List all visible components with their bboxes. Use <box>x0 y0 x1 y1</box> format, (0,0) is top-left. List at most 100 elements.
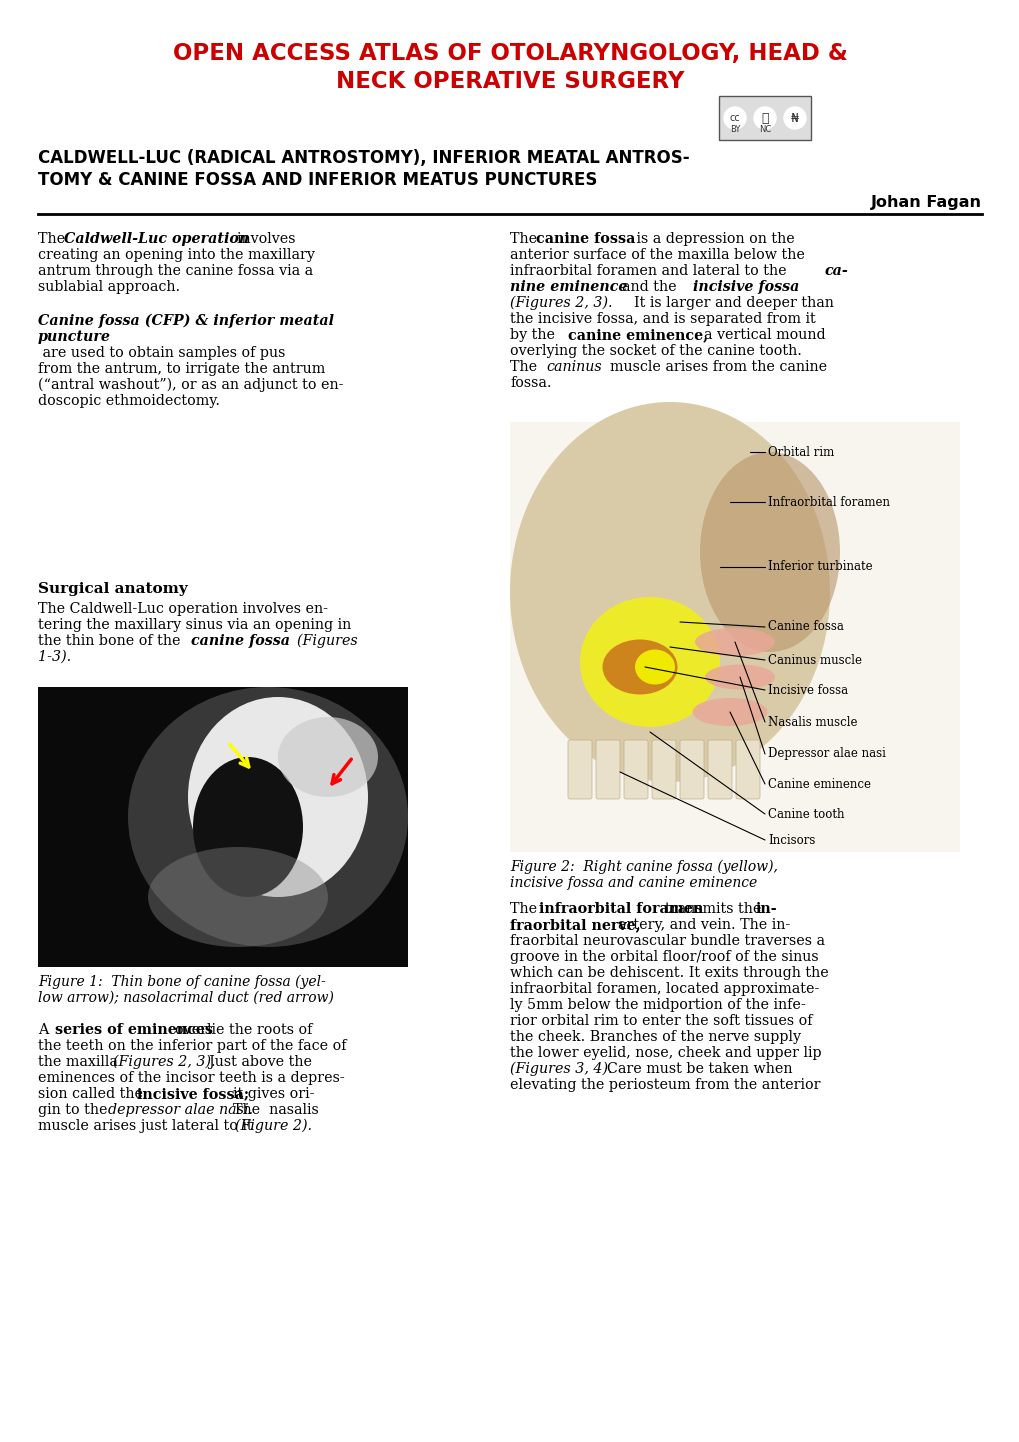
Text: Johan Fagan: Johan Fagan <box>870 195 981 211</box>
Text: elevating the periosteum from the anterior: elevating the periosteum from the anteri… <box>510 1079 819 1092</box>
FancyBboxPatch shape <box>651 740 676 799</box>
Ellipse shape <box>127 686 408 947</box>
Ellipse shape <box>510 402 829 782</box>
Text: doscopic ethmoidectomy.: doscopic ethmoidectomy. <box>38 394 220 408</box>
Text: Incisors: Incisors <box>767 833 814 846</box>
Text: creating an opening into the maxillary: creating an opening into the maxillary <box>38 248 315 262</box>
Text: Infraorbital foramen: Infraorbital foramen <box>767 496 890 509</box>
Text: ₦: ₦ <box>790 111 798 124</box>
Text: (Figures: (Figures <box>287 634 358 649</box>
Text: (Figures 3, 4).: (Figures 3, 4). <box>510 1061 611 1076</box>
Ellipse shape <box>148 846 328 947</box>
FancyBboxPatch shape <box>624 740 647 799</box>
Ellipse shape <box>704 665 774 689</box>
Text: the maxilla: the maxilla <box>38 1056 126 1069</box>
Text: 1-3).: 1-3). <box>38 650 71 663</box>
Ellipse shape <box>692 698 766 725</box>
Text: The Caldwell-Luc operation involves en-: The Caldwell-Luc operation involves en- <box>38 601 328 616</box>
Text: by the: by the <box>510 327 564 342</box>
Text: Just above the: Just above the <box>200 1056 312 1069</box>
Text: series of eminences: series of eminences <box>55 1022 213 1037</box>
Text: infraorbital foramen, located approximate-: infraorbital foramen, located approximat… <box>510 982 818 996</box>
FancyBboxPatch shape <box>718 97 810 140</box>
Text: (“antral washout”), or as an adjunct to en-: (“antral washout”), or as an adjunct to … <box>38 378 343 392</box>
Text: sublabial approach.: sublabial approach. <box>38 280 180 294</box>
Text: OPEN ACCESS ATLAS OF OTOLARYNGOLOGY, HEAD &: OPEN ACCESS ATLAS OF OTOLARYNGOLOGY, HEA… <box>172 42 847 65</box>
Text: It is larger and deeper than: It is larger and deeper than <box>625 296 834 310</box>
Text: gin to the: gin to the <box>38 1103 116 1118</box>
Text: the lower eyelid, nose, cheek and upper lip: the lower eyelid, nose, cheek and upper … <box>510 1045 821 1060</box>
Text: NECK OPERATIVE SURGERY: NECK OPERATIVE SURGERY <box>335 71 684 92</box>
Text: caninus: caninus <box>545 360 601 373</box>
Circle shape <box>784 107 805 128</box>
Text: muscle arises just lateral to it: muscle arises just lateral to it <box>38 1119 261 1133</box>
Text: Figure 1:  Thin bone of canine fossa (yel-: Figure 1: Thin bone of canine fossa (yel… <box>38 975 325 989</box>
Ellipse shape <box>694 629 774 656</box>
Text: from the antrum, to irrigate the antrum: from the antrum, to irrigate the antrum <box>38 362 325 376</box>
Text: the cheek. Branches of the nerve supply: the cheek. Branches of the nerve supply <box>510 1030 800 1044</box>
Text: Orbital rim: Orbital rim <box>767 446 834 459</box>
Text: incisive fossa: incisive fossa <box>692 280 799 294</box>
Bar <box>510 423 959 852</box>
Text: (Figures 2, 3).: (Figures 2, 3). <box>113 1056 216 1070</box>
Text: are used to obtain samples of pus: are used to obtain samples of pus <box>38 346 285 360</box>
Text: canine eminence,: canine eminence, <box>568 327 707 342</box>
Text: incisive fossa and canine eminence: incisive fossa and canine eminence <box>510 875 756 890</box>
Text: The: The <box>38 232 69 247</box>
Text: Canine eminence: Canine eminence <box>767 777 870 790</box>
Text: The: The <box>510 232 541 247</box>
Text: canine fossa: canine fossa <box>535 232 635 247</box>
Text: antrum through the canine fossa via a: antrum through the canine fossa via a <box>38 264 313 278</box>
Text: tering the maxillary sinus via an opening in: tering the maxillary sinus via an openin… <box>38 619 351 632</box>
Text: The  nasalis: The nasalis <box>223 1103 318 1118</box>
FancyBboxPatch shape <box>736 740 759 799</box>
Text: BY: BY <box>730 125 740 134</box>
Text: Surgical anatomy: Surgical anatomy <box>38 583 187 596</box>
Text: artery, and vein. The in-: artery, and vein. The in- <box>609 919 790 932</box>
Ellipse shape <box>635 649 675 685</box>
Text: (Figures 2, 3).: (Figures 2, 3). <box>510 296 611 310</box>
Text: overlying the socket of the canine tooth.: overlying the socket of the canine tooth… <box>510 345 801 358</box>
Text: Caninus muscle: Caninus muscle <box>767 653 861 666</box>
Text: ly 5mm below the midportion of the infe-: ly 5mm below the midportion of the infe- <box>510 998 805 1012</box>
Text: CALDWELL-LUC (RADICAL ANTROSTOMY), INFERIOR MEATAL ANTROS-: CALDWELL-LUC (RADICAL ANTROSTOMY), INFER… <box>38 149 689 167</box>
Text: the thin bone of the: the thin bone of the <box>38 634 190 647</box>
Circle shape <box>723 107 745 128</box>
Text: depressor alae nasi.: depressor alae nasi. <box>107 1103 253 1118</box>
Text: involves: involves <box>228 232 296 247</box>
Text: transmits the: transmits the <box>655 903 770 916</box>
Text: The: The <box>510 360 545 373</box>
Text: Care must be taken when: Care must be taken when <box>597 1061 792 1076</box>
Ellipse shape <box>602 639 677 695</box>
Text: Nasalis muscle: Nasalis muscle <box>767 715 857 728</box>
Text: (Figure 2).: (Figure 2). <box>235 1119 312 1133</box>
Text: Canine fossa: Canine fossa <box>767 620 843 633</box>
Ellipse shape <box>278 717 378 797</box>
Text: incisive fossa;: incisive fossa; <box>137 1087 249 1102</box>
Ellipse shape <box>193 757 303 897</box>
Text: Ⓘ: Ⓘ <box>760 111 768 124</box>
Text: Inferior turbinate: Inferior turbinate <box>767 561 872 574</box>
Text: ca-: ca- <box>824 264 848 278</box>
Text: A: A <box>38 1022 57 1037</box>
Text: a vertical mound: a vertical mound <box>694 327 824 342</box>
Text: TOMY & CANINE FOSSA AND INFERIOR MEATUS PUNCTURES: TOMY & CANINE FOSSA AND INFERIOR MEATUS … <box>38 172 597 189</box>
Text: Caldwell-Luc operation: Caldwell-Luc operation <box>64 232 249 247</box>
Text: The: The <box>510 903 545 916</box>
Text: and the: and the <box>612 280 685 294</box>
Text: overlie the roots of: overlie the roots of <box>165 1022 312 1037</box>
Text: which can be dehiscent. It exits through the: which can be dehiscent. It exits through… <box>510 966 828 981</box>
Text: the incisive fossa, and is separated from it: the incisive fossa, and is separated fro… <box>510 311 815 326</box>
Text: sion called the: sion called the <box>38 1087 152 1102</box>
Ellipse shape <box>580 597 719 727</box>
Text: the teeth on the inferior part of the face of: the teeth on the inferior part of the fa… <box>38 1040 346 1053</box>
Text: NC: NC <box>758 125 770 134</box>
Text: Canine fossa (CFP) & inferior meatal: Canine fossa (CFP) & inferior meatal <box>38 314 333 329</box>
Text: eminences of the incisor teeth is a depres-: eminences of the incisor teeth is a depr… <box>38 1071 344 1084</box>
FancyBboxPatch shape <box>595 740 620 799</box>
FancyBboxPatch shape <box>568 740 591 799</box>
Text: Incisive fossa: Incisive fossa <box>767 684 847 696</box>
Text: it gives ori-: it gives ori- <box>223 1087 314 1102</box>
Text: puncture: puncture <box>38 330 111 345</box>
Text: fossa.: fossa. <box>510 376 551 389</box>
